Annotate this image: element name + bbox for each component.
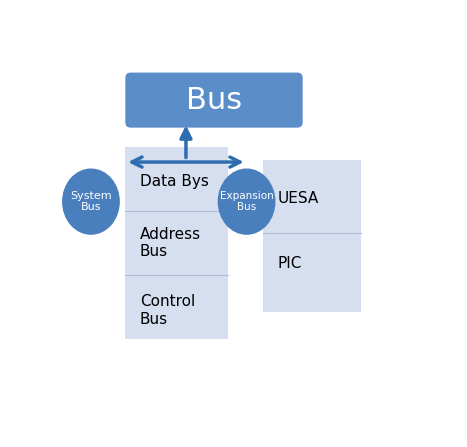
Text: Bus: Bus (186, 86, 242, 114)
Text: PIC: PIC (277, 256, 302, 271)
Text: Expansion
Bus: Expansion Bus (219, 191, 274, 212)
FancyBboxPatch shape (125, 72, 303, 128)
Ellipse shape (219, 169, 275, 234)
Text: Control
Bus: Control Bus (140, 294, 195, 327)
Text: UESA: UESA (277, 191, 318, 206)
Text: System
Bus: System Bus (70, 191, 112, 212)
Bar (263, 160, 361, 312)
Bar (125, 147, 228, 339)
Text: Data Bys: Data Bys (140, 174, 209, 189)
Text: Address
Bus: Address Bus (140, 227, 201, 259)
Ellipse shape (63, 169, 119, 234)
